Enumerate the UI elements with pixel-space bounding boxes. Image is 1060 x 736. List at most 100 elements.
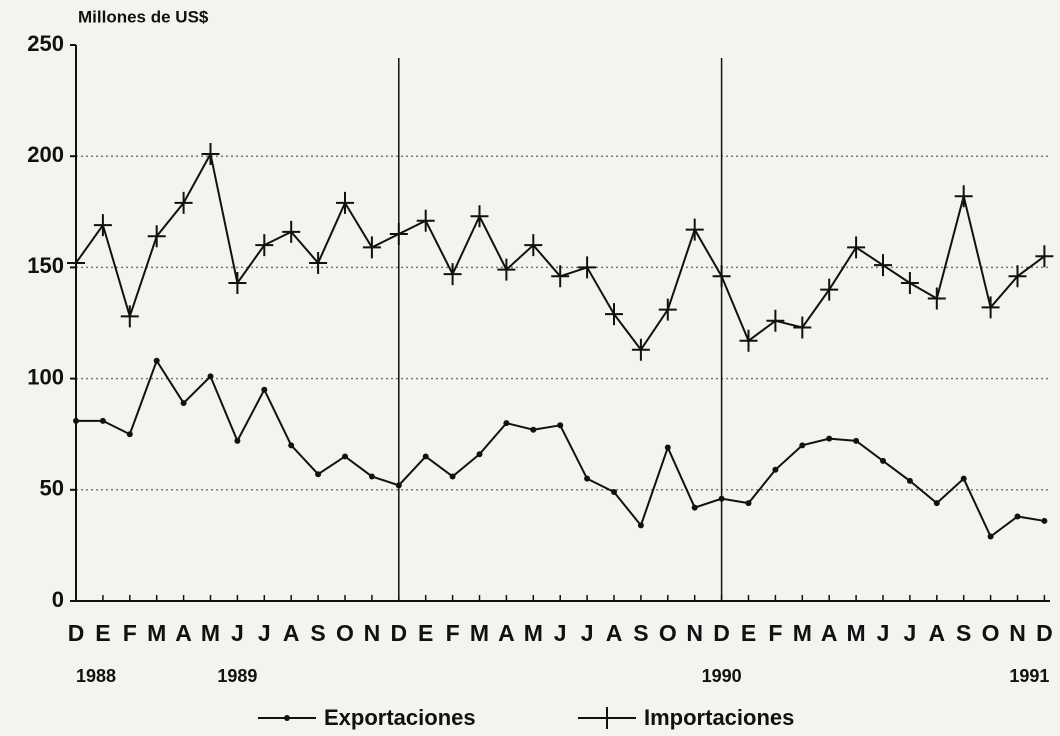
point (315, 471, 322, 478)
x-tick-label: N (686, 620, 703, 646)
point-plus (362, 236, 381, 259)
point (933, 500, 940, 507)
x-tick-label: S (633, 620, 648, 646)
point-plus (605, 303, 623, 326)
point (449, 473, 456, 480)
point (207, 373, 214, 380)
y-tick-label: 0 (52, 587, 64, 612)
x-tick-label: J (581, 620, 594, 646)
x-tick-label: M (201, 620, 220, 646)
x-tick-label: D (390, 620, 407, 646)
legend-label: Exportaciones (324, 705, 476, 730)
point-plus (389, 223, 408, 246)
y-tick-label: 250 (27, 31, 64, 56)
point-plus (67, 251, 85, 274)
point (288, 442, 295, 449)
point-plus (174, 191, 193, 214)
legend-label: Importaciones (644, 705, 794, 730)
year-label: 1988 (76, 666, 116, 686)
y-axis-label: Millones de US$ (78, 7, 209, 26)
point-plus (658, 298, 677, 321)
point (664, 444, 671, 451)
point-plus (336, 191, 354, 214)
y-tick-label: 150 (27, 253, 64, 278)
point-plus (282, 220, 301, 243)
point-plus (147, 225, 166, 248)
x-tick-label: A (175, 620, 192, 646)
point (153, 357, 160, 364)
point-plus (255, 234, 274, 257)
y-tick-label: 200 (27, 142, 64, 167)
point (853, 437, 860, 444)
point (584, 475, 591, 482)
x-tick-label: J (877, 620, 890, 646)
x-tick-label: M (793, 620, 812, 646)
x-tick-label: N (1009, 620, 1026, 646)
point (557, 422, 564, 429)
point (342, 453, 348, 460)
point-plus (739, 329, 758, 352)
x-tick-label: J (231, 620, 244, 646)
x-tick-label: D (68, 620, 85, 646)
point-plus (900, 271, 919, 294)
x-tick-label: S (310, 620, 325, 646)
x-tick-label: S (956, 620, 971, 646)
point-plus (847, 236, 866, 259)
point (637, 522, 644, 529)
point-plus (524, 234, 543, 257)
x-tick-label: A (606, 620, 623, 646)
point (987, 533, 994, 540)
x-tick-label: M (847, 620, 866, 646)
point (503, 420, 510, 427)
legend-marker (284, 715, 290, 721)
point-plus (551, 265, 570, 288)
point (395, 482, 402, 489)
point (960, 475, 967, 482)
point (611, 489, 617, 496)
point (745, 500, 752, 507)
point-plus (820, 278, 839, 301)
point (261, 386, 268, 393)
x-tick-label: F (446, 620, 460, 646)
x-tick-label: M (524, 620, 543, 646)
x-tick-label: O (659, 620, 677, 646)
point-plus (201, 142, 220, 165)
x-tick-label: F (123, 620, 137, 646)
point (530, 426, 537, 433)
point-plus (874, 254, 892, 277)
point (799, 442, 806, 449)
y-tick-label: 50 (40, 476, 64, 501)
point (422, 453, 429, 460)
series-line (76, 358, 1045, 539)
x-tick-label: A (821, 620, 838, 646)
point-plus (578, 256, 597, 279)
year-label: 1991 (1009, 666, 1049, 686)
x-tick-label: J (554, 620, 567, 646)
year-label: 1989 (217, 666, 257, 686)
point-plus (631, 338, 650, 361)
point (826, 435, 833, 442)
point-plus (927, 287, 946, 310)
x-tick-label: A (928, 620, 945, 646)
point (691, 504, 698, 511)
point (1041, 517, 1048, 524)
x-tick-label: O (982, 620, 1000, 646)
point (234, 437, 241, 444)
point-plus (443, 263, 462, 286)
point-plus (416, 209, 435, 232)
point (880, 457, 886, 464)
point-plus (981, 296, 1000, 319)
point (476, 451, 483, 458)
point (180, 400, 187, 407)
x-tick-label: A (498, 620, 515, 646)
x-tick-label: D (713, 620, 730, 646)
point-plus (309, 251, 328, 274)
x-tick-label: M (147, 620, 166, 646)
point-plus (470, 205, 489, 228)
point-plus (685, 218, 704, 241)
point-plus (93, 214, 112, 237)
x-tick-label: E (418, 620, 433, 646)
x-tick-label: M (470, 620, 489, 646)
x-tick-label: J (904, 620, 917, 646)
